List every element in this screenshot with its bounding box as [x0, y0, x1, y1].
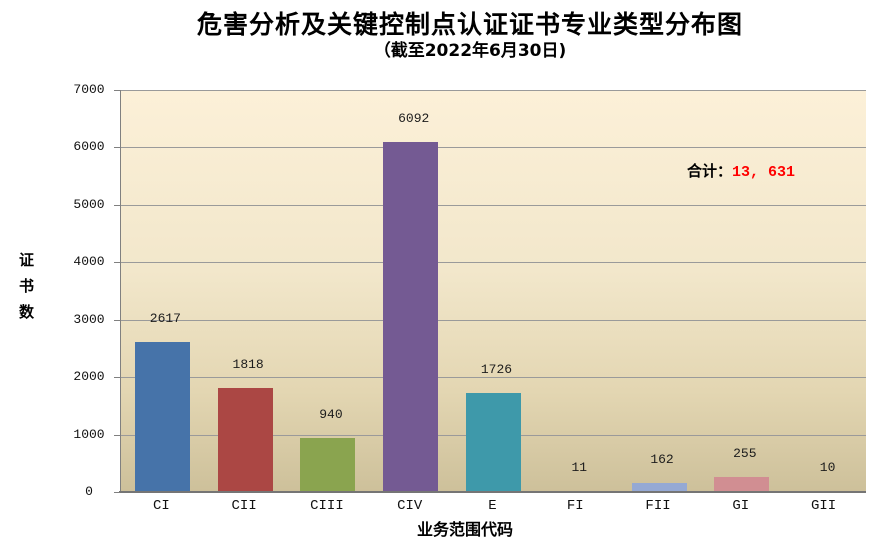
gridline: [121, 147, 866, 149]
x-axis-title: 业务范围代码: [416, 520, 513, 539]
y-tick-mark: [114, 262, 120, 264]
x-category-label: CI: [152, 498, 170, 514]
bar-value-label: 1726: [480, 362, 513, 377]
gridline: [121, 204, 866, 206]
total-label: 合计：: [687, 162, 733, 180]
bar-value-label: 2617: [149, 311, 181, 326]
bar-value-label: 162: [650, 452, 674, 467]
y-tick-label: 3000: [73, 311, 105, 327]
y-tick-label: 1000: [73, 426, 105, 442]
chart-title: 危害分析及关键控制点认证证书专业类型分布图: [196, 10, 743, 39]
y-tick-mark: [114, 147, 120, 149]
x-category-label: CIV: [397, 498, 423, 514]
bar-ci: [134, 342, 190, 492]
y-tick-label: 2000: [73, 369, 105, 385]
x-category-label: FII: [645, 498, 671, 514]
bar-value-label: 10: [819, 460, 836, 475]
total-annotation: 合计：13, 631: [687, 160, 795, 181]
x-category-label: CII: [231, 498, 257, 514]
plot-area: [120, 90, 866, 492]
y-tick-label: 6000: [73, 139, 105, 155]
bar-cii: [217, 388, 273, 492]
chart-subtitle: （截至2022年6月30日): [373, 41, 567, 61]
y-tick-mark: [114, 377, 120, 379]
gridline: [121, 262, 866, 264]
y-tick-mark: [114, 90, 120, 91]
total-value: 13, 631: [732, 164, 796, 181]
bar-fii: [631, 483, 687, 492]
y-tick-mark: [114, 434, 120, 436]
bar-value-label: 6092: [398, 111, 430, 126]
y-tick-mark: [114, 204, 120, 206]
y-tick-mark: [114, 319, 120, 321]
x-category-label: CIII: [310, 498, 344, 514]
y-tick-label: 4000: [73, 254, 105, 270]
bar-gi: [714, 477, 770, 492]
gridline: [121, 90, 866, 91]
y-tick-label: 7000: [73, 82, 105, 97]
gridline: [121, 377, 866, 379]
x-category-label: E: [488, 498, 497, 514]
x-category-label: GII: [810, 498, 837, 514]
x-category-label: FI: [566, 498, 584, 514]
y-tick-mark: [114, 492, 120, 493]
bar-value-label: 1818: [232, 357, 264, 372]
y-tick-label: 5000: [73, 196, 105, 212]
bar-value-label: 940: [319, 407, 343, 422]
x-category-label: GI: [732, 498, 750, 514]
gridline: [121, 319, 866, 321]
bar-e: [466, 393, 521, 492]
bar-value-label: 11: [571, 460, 588, 475]
y-axis-title: 证书数: [17, 252, 35, 330]
bar-civ: [383, 142, 439, 492]
bar-value-label: 255: [733, 446, 757, 461]
y-tick-label: 0: [85, 484, 93, 499]
x-axis-line: [119, 491, 866, 493]
bar-ciii: [300, 438, 356, 492]
